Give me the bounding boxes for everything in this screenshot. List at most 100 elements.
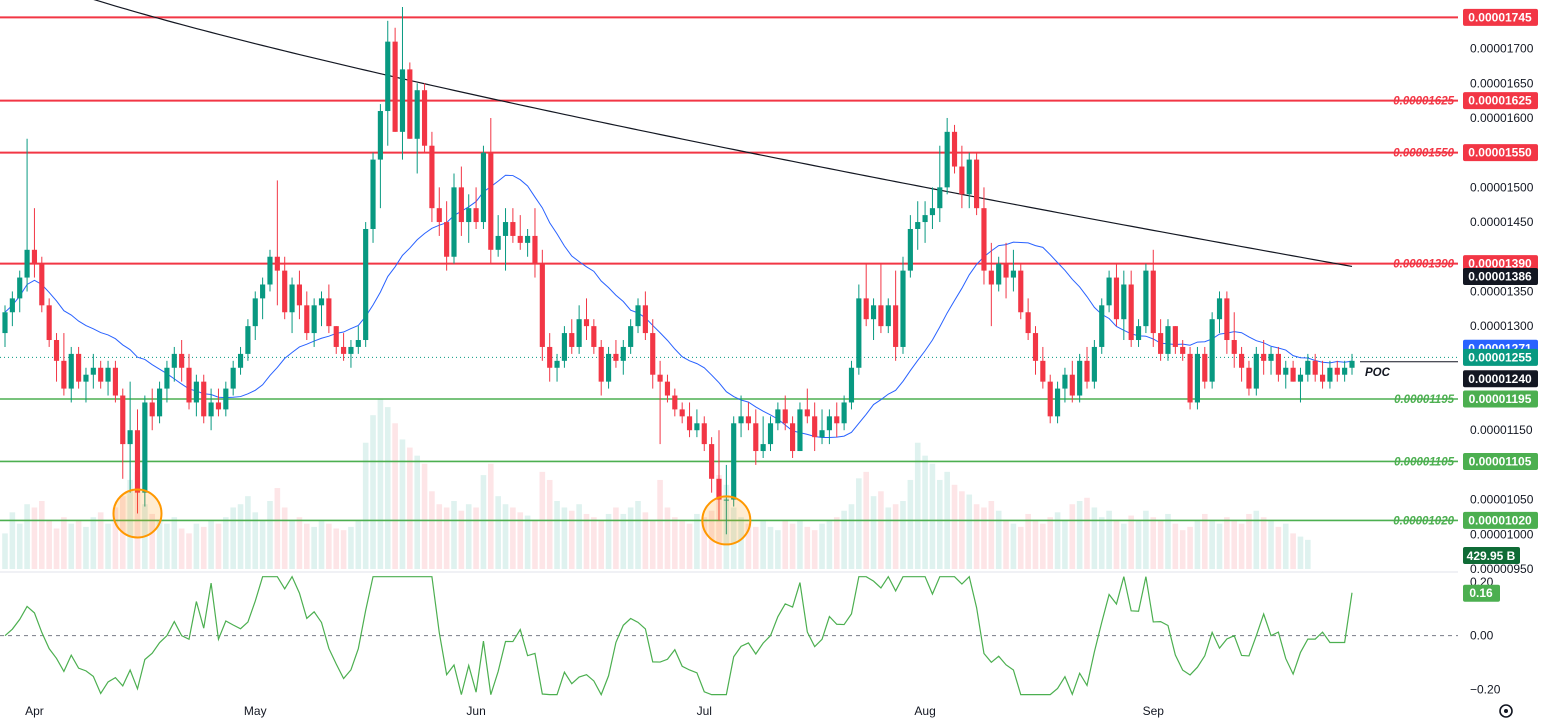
candle-body [304,305,310,334]
candle-body [723,499,729,501]
highlight-circle [701,495,752,546]
candle-body [856,298,862,368]
volume-bar [1290,533,1296,569]
volume-bar [267,501,273,569]
time-tick-label: Aug [914,704,935,718]
volume-bar [223,517,229,569]
volume-bar [1054,512,1061,569]
support-tag: 0.00001195 [1469,392,1532,406]
candle-body [1172,326,1178,347]
candle-body [583,319,590,327]
price-tick-label: 0.00001600 [1470,111,1534,125]
candle-body [1297,374,1304,382]
candle-body [679,409,685,417]
volume-bar [598,520,605,569]
candle-body [1239,353,1245,368]
candle-body [1180,346,1186,354]
candle-body [39,263,45,306]
candle-body [267,256,273,285]
volume-bar [959,491,965,569]
candle-body [797,409,803,452]
candle-body [767,423,774,445]
candle-body [1246,367,1252,389]
price-tick-label: 0.00001150 [1470,423,1533,437]
volume-bar [951,484,958,569]
candle-body [385,41,391,112]
candle-body [1275,353,1281,375]
volume-bar [782,520,789,569]
candle-body [863,298,869,320]
volume-bar [532,520,538,569]
volume-bar [716,475,722,569]
volume-bar [24,504,30,569]
volume-bar [1047,517,1054,569]
volume-bar [348,526,354,569]
volume-bar [605,513,612,569]
volume-bar [1253,510,1260,569]
volume-bar [355,520,362,569]
poc-label: POC [1365,367,1391,379]
time-axis: Apr May Jun Jul Aug Sep [25,704,1164,718]
poc-tag-bg [1463,370,1538,388]
support-tag-bg [1463,452,1538,470]
volume-bar [274,488,281,569]
volume-bar [988,501,995,569]
volume-bar [1260,517,1267,569]
candle-body [1143,270,1149,327]
volume-bar [105,523,111,569]
volume-bar [583,513,590,569]
volume-bar [296,517,303,569]
volume-bar [16,523,23,569]
candle-body [377,111,383,160]
volume-bar [679,520,685,569]
volume-bar [885,507,892,569]
volume-tag-bg [1463,547,1520,564]
oscillator-line [4,575,1353,697]
volume-bar [841,510,847,569]
candle-body [966,159,972,195]
candle-body [1305,360,1311,375]
candle-body [1003,263,1009,278]
volume-bar [1069,504,1076,569]
candle-body [635,305,641,327]
moving-averages [4,0,1353,439]
volume-bar [804,526,811,569]
candle-body [120,395,126,445]
price-tick-label: 0.00001050 [1470,493,1534,507]
volume-bar [981,507,987,569]
volume-bar [966,494,973,569]
candle-body [701,423,707,445]
candle-body [804,409,810,417]
candle-body [907,228,913,271]
candle-body [90,367,96,375]
candle-body [1084,360,1090,382]
volume-bar [1187,526,1193,569]
candle-body [458,187,464,223]
volume-bar [252,512,259,569]
candle-body [370,159,376,229]
volume-bar [760,520,766,569]
candle-body [502,222,509,236]
candle-body [1290,367,1296,382]
volume-bar [215,523,222,569]
price-tick-label: 0.00001650 [1470,76,1534,90]
candle-body [620,346,626,361]
volume-bar [789,523,796,569]
candle-body [260,284,266,299]
price-axis: 0.00001700 0.00001650 0.00001600 0.00001500… [1470,42,1534,697]
candle-body [1231,340,1237,354]
candle-body [333,326,339,347]
resistance-label: 0.00001550 [1393,148,1454,160]
volume-bar [1216,523,1223,569]
support-resistance-levels: 0.00001625 0.00001550 0.00001390 0.00001195… [0,16,1458,527]
volume-bar [171,517,178,569]
volume-bar [1238,523,1245,569]
candle-body [208,402,214,417]
candle-body [841,402,847,424]
volume-bar [318,520,325,569]
candle-body [790,423,796,452]
volume-bar [451,501,457,569]
candle-body [98,367,104,382]
settings-icon[interactable] [1499,704,1513,718]
